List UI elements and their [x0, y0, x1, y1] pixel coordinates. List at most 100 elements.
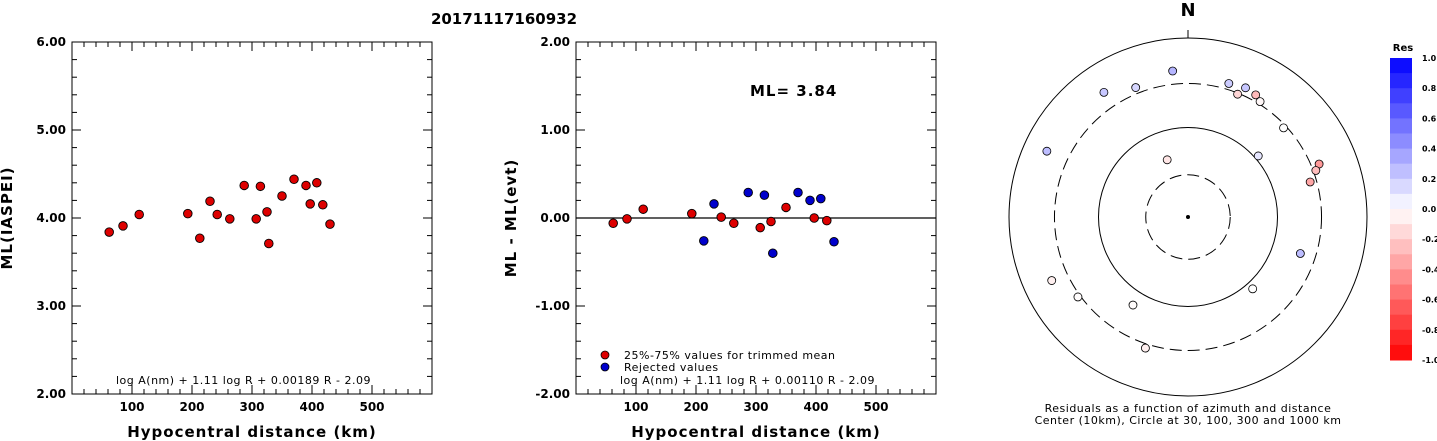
colorbar-tick-labels: 1.0 0.8 0.6 0.4 0.2 0.0 -0.2 -0.4 -0.6 -0.8 -1.0 [1422, 54, 1437, 365]
data-point [251, 214, 261, 224]
data-point [289, 174, 299, 185]
data-point [262, 207, 272, 217]
plot2-y-axis-label: ML - ML(evt) [502, 159, 520, 277]
data-point [638, 204, 648, 214]
colorbar-tick-label: -0.6 [1422, 296, 1437, 305]
colorbar-cell [1390, 269, 1412, 285]
x-tick-label: 400 [803, 400, 828, 414]
colorbar-cell [1390, 284, 1412, 301]
data-point [104, 227, 114, 237]
legend-rejected-marker [600, 362, 610, 372]
station-point [1241, 83, 1250, 93]
data-point [239, 180, 249, 191]
station-point [1305, 177, 1315, 187]
colorbar-cell [1390, 118, 1412, 134]
data-point [301, 180, 311, 191]
data-point [743, 187, 753, 198]
station-point [1099, 87, 1109, 97]
data-point [318, 200, 328, 210]
data-point [205, 196, 215, 207]
plot1-y-tick-labels: 2.00 3.00 4.00 5.00 6.00 [36, 35, 66, 401]
station-point [1233, 89, 1243, 99]
station-point [1224, 79, 1234, 88]
distance-ring [1098, 127, 1278, 307]
colorbar-tick-label: -0.4 [1422, 265, 1437, 274]
y-tick-label: 0.00 [540, 211, 570, 225]
epicenter-dot [1186, 215, 1190, 219]
colorbar-cell [1390, 88, 1412, 104]
station-point [1279, 123, 1288, 133]
data-point [195, 233, 205, 243]
data-point [325, 219, 335, 229]
plot1-formula: log A(nm) + 1.11 log R + 0.00189 R - 2.0… [116, 374, 371, 387]
colorbar-cell [1390, 239, 1412, 255]
station-point [1311, 166, 1321, 175]
data-point [809, 213, 819, 223]
plot1-y-axis-label: ML(IASPEI) [0, 166, 16, 269]
x-tick-label: 300 [743, 400, 768, 414]
x-tick-label: 500 [359, 400, 384, 414]
data-point [277, 191, 287, 201]
data-point [225, 214, 235, 224]
colorbar-cell [1390, 103, 1412, 119]
colorbar-tick-label: 1.0 [1422, 54, 1437, 63]
station-point [1168, 66, 1178, 76]
colorbar-cell [1390, 163, 1412, 180]
station-point [1131, 83, 1141, 92]
station-point [1042, 146, 1052, 156]
y-tick-label: 2.00 [540, 35, 570, 49]
y-tick-label: 3.00 [36, 299, 66, 313]
distance-ring [1008, 37, 1368, 397]
colorbar-tick-label: -0.8 [1422, 326, 1437, 335]
plot2-legend: 25%-75% values for trimmed mean Rejected… [600, 349, 835, 374]
plot1-points [104, 174, 335, 249]
colorbar-cell [1390, 193, 1412, 210]
data-point [729, 218, 739, 229]
data-point [793, 187, 803, 198]
figure-title: 20171117160932 [431, 10, 577, 28]
distance-ring [1053, 82, 1323, 352]
colorbar-cell [1390, 148, 1412, 165]
data-point [134, 209, 144, 220]
data-point [805, 195, 815, 206]
plot1-x-tick-labels: 100 200 300 400 500 [119, 400, 384, 414]
y-tick-label: 6.00 [36, 35, 66, 49]
data-point [118, 221, 128, 231]
data-point [305, 199, 315, 209]
data-point [709, 199, 719, 209]
plot2-ml-value: ML= 3.84 [750, 82, 837, 100]
colorbar-tick-label: 0.2 [1422, 175, 1436, 184]
data-point [212, 209, 222, 220]
x-tick-label: 400 [299, 400, 324, 414]
data-point [699, 236, 709, 246]
plot2-x-tick-labels: 100 200 300 400 500 [623, 400, 888, 414]
polar-caption-line2: Center (10km), Circle at 30, 100, 300 an… [1035, 414, 1342, 427]
y-tick-label: 2.00 [36, 387, 66, 401]
x-tick-label: 200 [683, 400, 708, 414]
y-tick-label: -2.00 [535, 387, 570, 401]
colorbar-tick-label: 0.6 [1422, 114, 1437, 123]
data-point [687, 208, 697, 219]
y-tick-label: 4.00 [36, 211, 66, 225]
residual-colorbar: Res 1.0 0.8 0.6 0.4 0.2 0.0 -0.2 -0.4 -0.6 -0.8 -1… [1390, 43, 1437, 365]
data-point [766, 216, 776, 227]
north-label: N [1180, 0, 1195, 21]
data-point [755, 222, 765, 233]
data-point [716, 212, 726, 222]
colorbar-cell [1390, 254, 1412, 270]
station-point [1073, 292, 1083, 302]
data-point [255, 181, 266, 192]
colorbar-cells [1390, 58, 1412, 361]
x-tick-label: 100 [119, 400, 144, 414]
plot2-points [608, 187, 839, 258]
station-point [1251, 90, 1261, 100]
y-tick-label: 5.00 [36, 123, 66, 137]
station-point [1255, 97, 1265, 107]
y-tick-label: 1.00 [540, 123, 570, 137]
residual-vs-distance-plot: -2.00 -1.00 0.00 1.00 2.00 100 200 300 400 500 M… [502, 35, 937, 441]
data-point [312, 178, 322, 188]
x-tick-label: 500 [863, 400, 888, 414]
colorbar-title: Res [1393, 43, 1413, 54]
colorbar-tick-label: -1.0 [1422, 356, 1437, 365]
station-point [1047, 276, 1057, 285]
